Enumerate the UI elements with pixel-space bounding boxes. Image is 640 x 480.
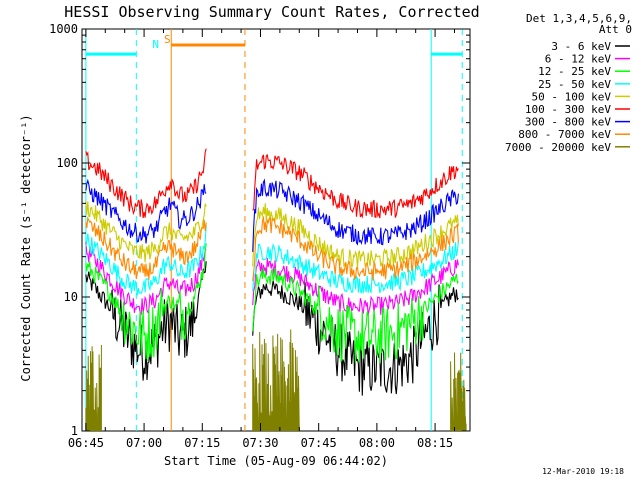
y-tick-label: 1000 bbox=[49, 22, 78, 36]
series-line bbox=[252, 241, 459, 294]
x-axis-label: Start Time (05-Aug-09 06:44:02) bbox=[164, 454, 388, 468]
axis-layer: 1 10 100 1000 06:45 07:00 07:15 07:30 07:45 08:00… bbox=[49, 22, 470, 450]
x-tick-label: 07:15 bbox=[184, 436, 220, 450]
legend-entry-label: 100 - 300 keV bbox=[525, 103, 611, 116]
series-line bbox=[252, 216, 459, 282]
x-tick-label: 07:45 bbox=[301, 436, 337, 450]
legend-entry-label: 25 - 50 keV bbox=[538, 78, 611, 91]
y-tick-label: 1 bbox=[71, 424, 78, 438]
series-line bbox=[252, 153, 459, 219]
legend-entry-label: 12 - 25 keV bbox=[538, 65, 611, 78]
series-line bbox=[252, 203, 459, 269]
series-line bbox=[85, 148, 207, 219]
legend-entry-label: 800 - 7000 keV bbox=[518, 128, 611, 141]
x-tick-label: 08:15 bbox=[417, 436, 453, 450]
series-line bbox=[252, 329, 300, 432]
y-tick-label: 100 bbox=[56, 156, 78, 170]
series-line bbox=[85, 241, 207, 316]
series-line bbox=[252, 267, 459, 364]
x-tick-label: 07:30 bbox=[242, 436, 278, 450]
y-axis-label: Corrected Count Rate (s⁻¹ detector⁻¹) bbox=[19, 114, 33, 381]
series-line bbox=[85, 201, 207, 263]
legend-header: Det 1,3,4,5,6,9, bbox=[526, 12, 632, 25]
x-tick-label: 07:00 bbox=[126, 436, 162, 450]
series-line bbox=[252, 178, 459, 252]
series-line bbox=[85, 216, 207, 280]
series-line bbox=[450, 352, 467, 432]
marker-label: S bbox=[164, 33, 171, 46]
legend-entry-label: 6 - 12 keV bbox=[545, 53, 612, 66]
footer-timestamp: 12-Mar-2010 19:18 bbox=[542, 467, 624, 476]
marker-label: N bbox=[152, 38, 159, 51]
series-line bbox=[85, 225, 207, 296]
legend-header: Att 0 bbox=[599, 23, 632, 36]
legend-entry-label: 50 - 100 keV bbox=[532, 90, 612, 103]
series-line bbox=[252, 258, 459, 316]
series-line bbox=[85, 345, 102, 432]
series-layer bbox=[85, 148, 467, 432]
legend-entry-label: 7000 - 20000 keV bbox=[505, 141, 611, 154]
legend-entry-label: 3 - 6 keV bbox=[551, 40, 611, 53]
x-tick-label: 06:45 bbox=[68, 436, 104, 450]
x-tick-label: 08:00 bbox=[359, 436, 395, 450]
series-line bbox=[85, 243, 207, 362]
y-tick-label: 10 bbox=[64, 290, 78, 304]
chart-title: HESSI Observing Summary Count Rates, Cor… bbox=[64, 3, 479, 21]
legend-entry-label: 300 - 800 keV bbox=[525, 116, 611, 129]
series-line bbox=[85, 178, 207, 244]
